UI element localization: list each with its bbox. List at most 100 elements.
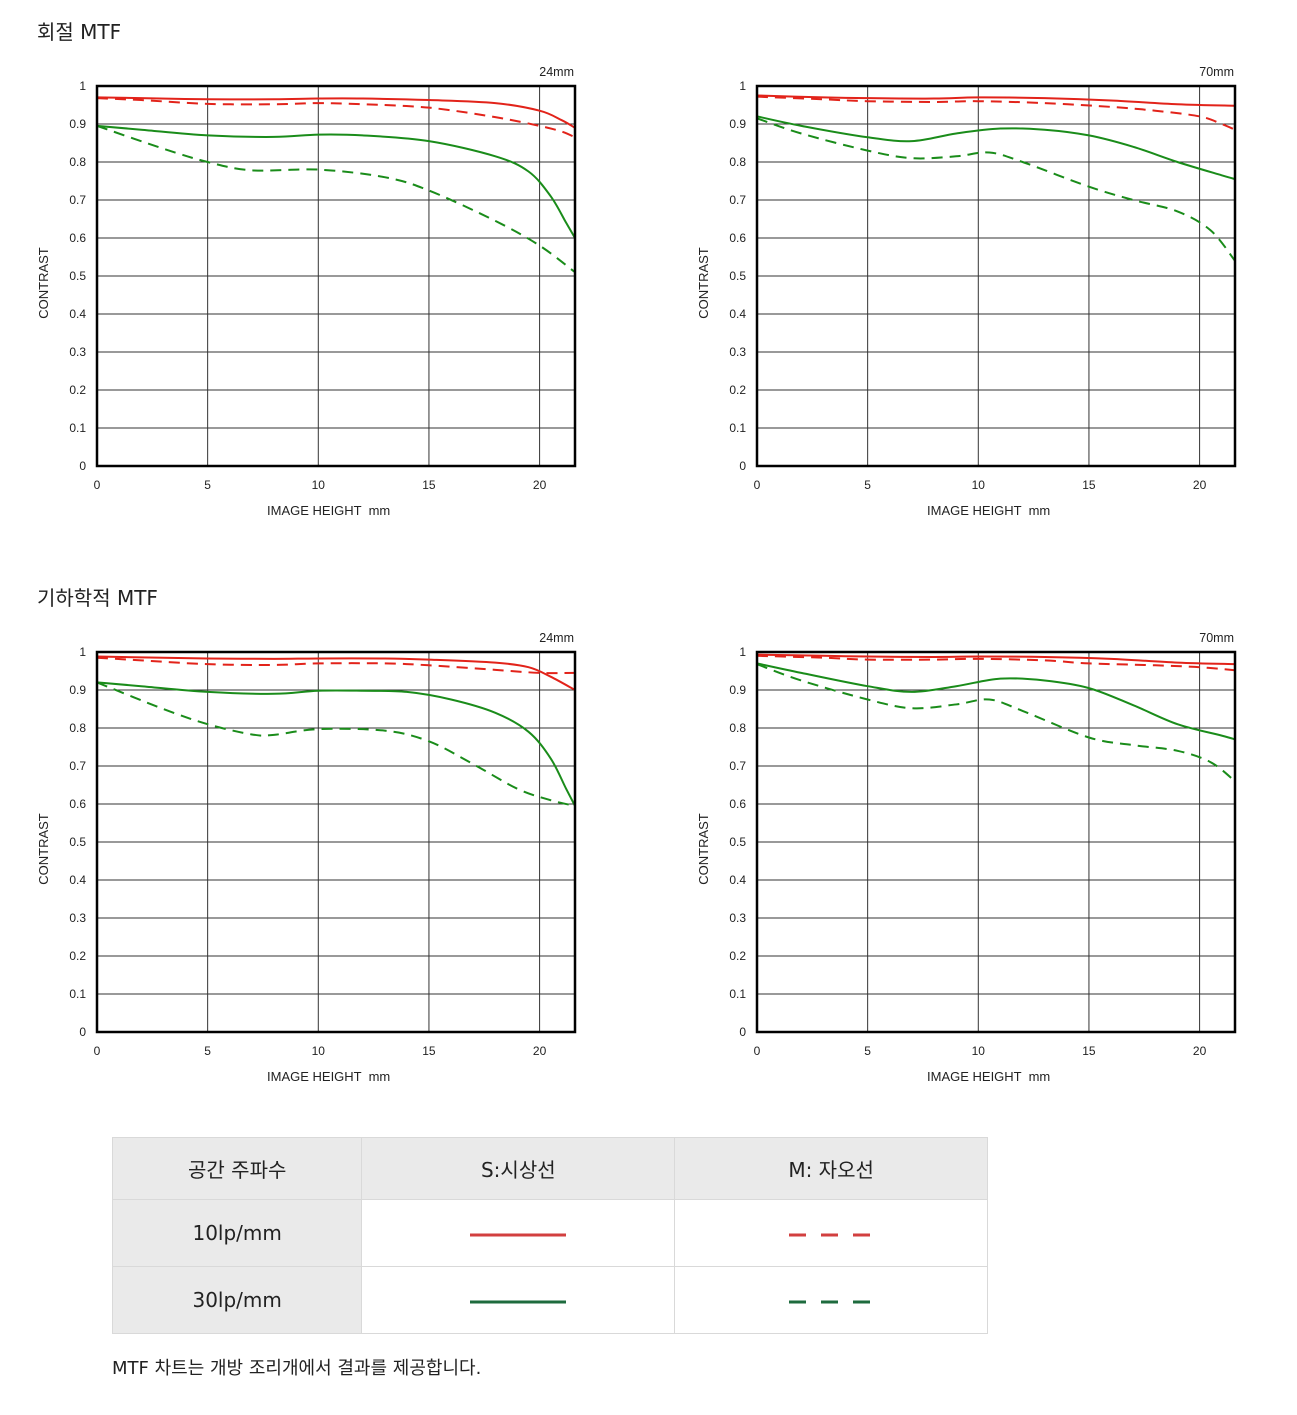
y-tick-label: 0.8 (69, 721, 86, 735)
legend-header-frequency: 공간 주파수 (111, 1137, 363, 1200)
legend-frequency-10lp: 10lp/mm (111, 1199, 363, 1267)
y-tick-label: 0.7 (69, 193, 86, 207)
y-tick-label: 0.9 (729, 117, 746, 131)
y-tick-label: 0.2 (69, 949, 86, 963)
series-line-s30 (97, 124, 575, 239)
x-axis-label: IMAGE HEIGHT mm (927, 503, 1050, 518)
series-line-s30 (757, 115, 1235, 181)
legend-row-30lp: 30lp/mm (111, 1266, 988, 1334)
legend-row-10lp: 10lp/mm (111, 1199, 988, 1267)
y-tick-label: 1 (79, 79, 86, 93)
x-tick-label: 5 (864, 1044, 871, 1058)
y-tick-label: 0.6 (69, 231, 86, 245)
series-line-s10 (757, 653, 1235, 666)
y-tick-label: 0.2 (729, 383, 746, 397)
series-line-m10 (97, 97, 575, 139)
aperture-note: MTF 차트는 개방 조리개에서 결과를 제공합니다. (112, 1358, 482, 1379)
series-line-m30 (97, 681, 575, 807)
x-tick-label: 20 (533, 478, 547, 492)
x-tick-label: 0 (754, 1044, 761, 1058)
y-tick-label: 0.9 (69, 683, 86, 697)
x-axis-label: IMAGE HEIGHT mm (927, 1069, 1050, 1084)
x-axis-label: IMAGE HEIGHT mm (267, 503, 390, 518)
y-tick-label: 0.6 (729, 231, 746, 245)
y-tick-label: 1 (739, 645, 746, 659)
x-tick-label: 15 (1082, 478, 1096, 492)
legend-header-meridional: M: 자오선 (674, 1137, 988, 1200)
y-tick-label: 0.3 (69, 911, 86, 925)
y-tick-label: 0.8 (69, 155, 86, 169)
x-tick-label: 0 (94, 478, 101, 492)
legend-cell-s30 (361, 1266, 676, 1334)
x-tick-label: 5 (864, 478, 871, 492)
y-tick-label: 0.9 (69, 117, 86, 131)
y-tick-label: 0.8 (729, 721, 746, 735)
x-tick-label: 10 (972, 478, 986, 492)
y-axis-label: CONTRAST (696, 813, 711, 885)
y-tick-label: 0.2 (69, 383, 86, 397)
plot-frame (95, 650, 577, 1034)
y-tick-label: 0 (739, 459, 746, 473)
x-tick-label: 0 (94, 1044, 101, 1058)
series-line-m10 (757, 654, 1235, 672)
x-tick-label: 15 (422, 478, 436, 492)
legend-frequency-30lp: 30lp/mm (111, 1266, 363, 1334)
focal-length-label: 70mm (1199, 631, 1234, 645)
y-tick-label: 0.5 (69, 835, 86, 849)
focal-length-label: 70mm (1199, 65, 1234, 79)
series-line-s30 (757, 662, 1235, 741)
x-tick-label: 20 (533, 1044, 547, 1058)
y-tick-label: 0 (79, 1025, 86, 1039)
y-tick-label: 0.4 (729, 307, 746, 321)
x-tick-label: 20 (1193, 1044, 1207, 1058)
plot-frame (755, 650, 1237, 1034)
series-line-m10 (757, 95, 1235, 131)
series-line-s10 (97, 96, 575, 129)
y-tick-label: 0.6 (69, 797, 86, 811)
section-title-geometric-mtf: 기하학적 MTF (37, 586, 158, 610)
y-tick-label: 0.5 (729, 835, 746, 849)
section-title-diffraction-mtf: 회절 MTF (37, 20, 122, 44)
y-tick-label: 0.7 (729, 759, 746, 773)
mtf-chart-geometric-24mm: 00.10.20.30.40.50.60.70.80.910 5 10 15 20IMA… (36, 631, 577, 1084)
x-tick-label: 5 (204, 1044, 211, 1058)
y-tick-label: 0.1 (69, 421, 86, 435)
series-line-m30 (97, 124, 575, 273)
series-line-s10 (97, 655, 575, 691)
series-line-s30 (97, 681, 575, 807)
y-tick-label: 0.3 (729, 345, 746, 359)
y-tick-label: 0.1 (69, 987, 86, 1001)
y-tick-label: 0.4 (69, 307, 86, 321)
x-tick-label: 20 (1193, 478, 1207, 492)
y-tick-label: 1 (739, 79, 746, 93)
y-tick-label: 0.8 (729, 155, 746, 169)
y-tick-label: 0.4 (69, 873, 86, 887)
y-axis-label: CONTRAST (36, 813, 51, 885)
legend-cell-s10 (361, 1199, 676, 1267)
legend-swatch-solid-green (470, 1300, 567, 1303)
focal-length-label: 24mm (539, 65, 574, 79)
x-tick-label: 10 (972, 1044, 986, 1058)
plot-frame (755, 84, 1237, 468)
series-line-s10 (757, 94, 1235, 107)
y-tick-label: 0.2 (729, 949, 746, 963)
y-tick-label: 0.5 (69, 269, 86, 283)
y-tick-label: 0.6 (729, 797, 746, 811)
legend-cell-m30 (674, 1266, 988, 1334)
y-tick-label: 0.1 (729, 987, 746, 1001)
legend-swatch-solid-red (470, 1233, 567, 1236)
mtf-chart-diffraction-24mm: 00.10.20.30.40.50.60.70.80.910 5 10 15 20IMA… (36, 65, 577, 518)
y-tick-label: 0.3 (69, 345, 86, 359)
y-tick-label: 0 (79, 459, 86, 473)
series-line-m30 (757, 117, 1235, 262)
series-line-m10 (97, 656, 575, 675)
y-tick-label: 0.5 (729, 269, 746, 283)
y-tick-label: 0.7 (729, 193, 746, 207)
y-tick-label: 1 (79, 645, 86, 659)
y-tick-label: 0.4 (729, 873, 746, 887)
x-tick-label: 5 (204, 478, 211, 492)
mtf-chart-diffraction-70mm: 00.10.20.30.40.50.60.70.80.910 5 10 15 20IMA… (696, 65, 1237, 518)
y-tick-label: 0.1 (729, 421, 746, 435)
x-tick-label: 0 (754, 478, 761, 492)
legend-swatch-dashed-green (789, 1300, 874, 1303)
